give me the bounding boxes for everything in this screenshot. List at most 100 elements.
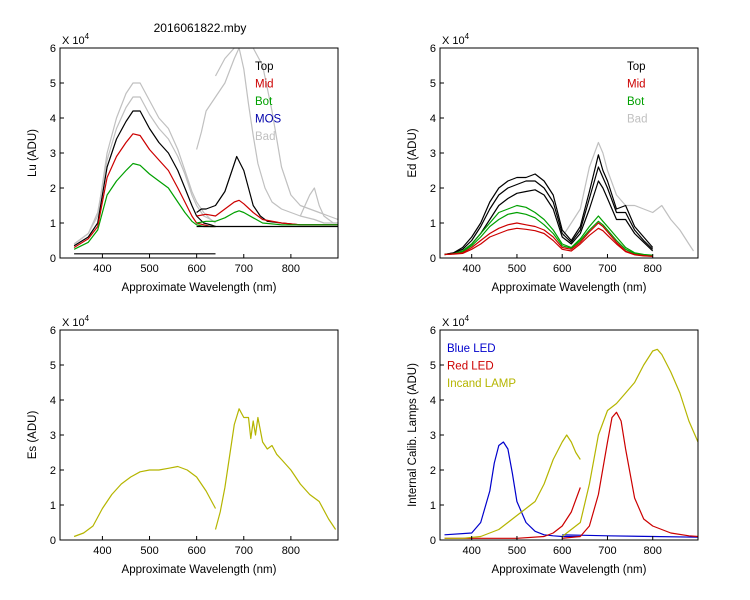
series-line-blue-led (444, 441, 581, 538)
x-tick-label: 700 (598, 263, 616, 275)
legend-entry-blue-led: Blue LED (447, 343, 496, 355)
y-tick-label: 1 (50, 500, 56, 512)
series-group (73, 48, 338, 255)
y-axis-label: Es (ADU) (27, 411, 39, 460)
y-axis-label: Internal Calib. Lamps (ADU) (407, 363, 419, 507)
x-tick-label: 700 (598, 545, 616, 557)
y-tick-label: 6 (430, 325, 436, 337)
x-tick-label: 800 (282, 263, 300, 275)
x-axis-label: Approximate Wavelength (nm) (492, 282, 647, 294)
y-tick-label: 1 (430, 500, 436, 512)
legend-entry-incand-lamp: Incand LAMP (447, 378, 516, 390)
legend-entry-bad: Bad (627, 114, 647, 126)
x-tick-label: 600 (187, 545, 205, 557)
series-group (444, 141, 695, 257)
plot-frame (59, 329, 339, 541)
y-tick-label: 2 (50, 183, 56, 195)
y-tick-label: 2 (50, 465, 56, 477)
y-tick-label: 2 (430, 465, 436, 477)
x-tick-label: 400 (93, 263, 111, 275)
y-axis-label: Ed (ADU) (407, 128, 419, 177)
y-tick-label: 6 (50, 43, 56, 55)
y-tick-label: 1 (430, 218, 436, 230)
series-line-bot (196, 210, 338, 226)
y-tick-label: 0 (430, 253, 436, 265)
series-line-bad (73, 96, 216, 245)
series-line-mid (444, 227, 653, 257)
y-tick-label: 1 (50, 218, 56, 230)
x-axis-label: Approximate Wavelength (nm) (122, 564, 277, 576)
series-line-es (214, 408, 337, 530)
series-line-top (73, 110, 216, 247)
y-tick-label: 4 (50, 113, 56, 125)
series-line-bot (444, 211, 653, 257)
x-tick-label: 500 (140, 545, 158, 557)
chart-ed: 400 500 600 700 800 0 1 2 3 4 5 6 X 104 Approximate W… (407, 32, 699, 294)
series-line-mid (444, 222, 653, 257)
legend-entry-mid: Mid (255, 79, 274, 91)
x-tick-label: 400 (463, 545, 481, 557)
x-tick-label: 500 (508, 545, 526, 557)
x-tick-label: 800 (282, 545, 300, 557)
x-axis-label: Approximate Wavelength (nm) (492, 564, 647, 576)
y-tick-label: 6 (430, 43, 436, 55)
y-tick-label: 4 (430, 113, 436, 125)
legend-entry-top: Top (627, 61, 646, 73)
y-tick-label: 0 (430, 535, 436, 547)
x-tick-label: 500 (508, 263, 526, 275)
legend-entry-red-led: Red LED (447, 361, 494, 373)
y-tick-label: 5 (430, 360, 436, 372)
chart-lamps: 400 500 600 700 800 0 1 2 3 4 5 6 X 104 Approximate W… (407, 314, 699, 576)
legend-entry-top: Top (255, 61, 274, 73)
y-tick-label: 5 (430, 78, 436, 90)
y-tick-label: 3 (430, 430, 436, 442)
y-tick-label: 6 (50, 325, 56, 337)
y-axis-label: Lu (ADU) (27, 129, 39, 177)
series-line-bot (444, 204, 653, 256)
legend-entry-bot: Bot (255, 96, 273, 108)
series-line-bad (561, 141, 695, 252)
x-tick-label: 400 (93, 545, 111, 557)
chart-lu: 400 500 600 700 800 0 1 2 3 4 5 6 X 104 Approximate W… (27, 32, 339, 294)
x-tick-label: 700 (235, 263, 253, 275)
series-line-red-led (562, 411, 698, 539)
legend-entry-bot: Bot (627, 96, 645, 108)
x-tick-label: 800 (644, 545, 662, 557)
chart-es: 400 500 600 700 800 0 1 2 3 4 5 6 X 104 Approximate W… (27, 314, 339, 576)
y-tick-label: 0 (50, 535, 56, 547)
series-line-bot (73, 162, 216, 250)
series-line-top (444, 154, 654, 256)
x-axis-label: Approximate Wavelength (nm) (122, 282, 277, 294)
series-line-blue-led (562, 534, 698, 538)
y-tick-label: 3 (430, 148, 436, 160)
y-multiplier: X 104 (442, 314, 470, 329)
figure-title: 2016061822.mby (154, 21, 247, 35)
x-tick-label: 700 (235, 545, 253, 557)
series-line-incand-lamp (444, 434, 581, 539)
series-line-bad (214, 48, 338, 221)
series-group (444, 348, 698, 539)
y-multiplier: X 104 (62, 32, 90, 47)
y-tick-label: 3 (50, 430, 56, 442)
x-tick-label: 500 (140, 263, 158, 275)
series-group (73, 408, 337, 538)
x-tick-label: 600 (553, 545, 571, 557)
y-tick-label: 4 (430, 395, 436, 407)
legend-entry-mos: MOS (255, 114, 282, 126)
series-line-bad (73, 82, 216, 245)
y-tick-label: 5 (50, 360, 56, 372)
legend-entry-bad: Bad (255, 131, 275, 143)
series-line-mid (73, 133, 216, 249)
series-line-top (444, 166, 654, 256)
y-tick-label: 5 (50, 78, 56, 90)
x-tick-label: 800 (644, 263, 662, 275)
y-multiplier: X 104 (62, 314, 90, 329)
y-multiplier: X 104 (442, 32, 470, 47)
y-tick-label: 3 (50, 148, 56, 160)
x-tick-label: 600 (553, 263, 571, 275)
series-line-incand-lamp (561, 348, 698, 537)
x-tick-label: 600 (187, 263, 205, 275)
series-line-es (73, 465, 217, 538)
legend-entry-mid: Mid (627, 79, 646, 91)
